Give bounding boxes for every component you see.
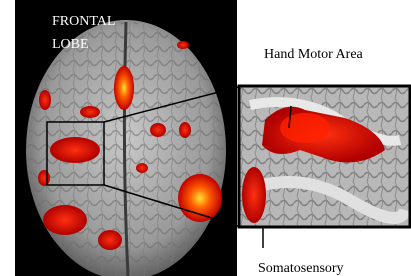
annotation-label: Somatosensory: [258, 261, 344, 276]
figure: FRONTAL LOBE Hand Motor Area Somatosenso…: [0, 0, 411, 276]
region-label: FRONTAL: [52, 14, 115, 29]
annotation-label: Hand Motor Area: [264, 47, 364, 62]
page: FRONTAL LOBE Hand Motor Area Somatosenso…: [0, 0, 411, 276]
region-label: LOBE: [52, 37, 89, 52]
inset: [240, 87, 409, 226]
